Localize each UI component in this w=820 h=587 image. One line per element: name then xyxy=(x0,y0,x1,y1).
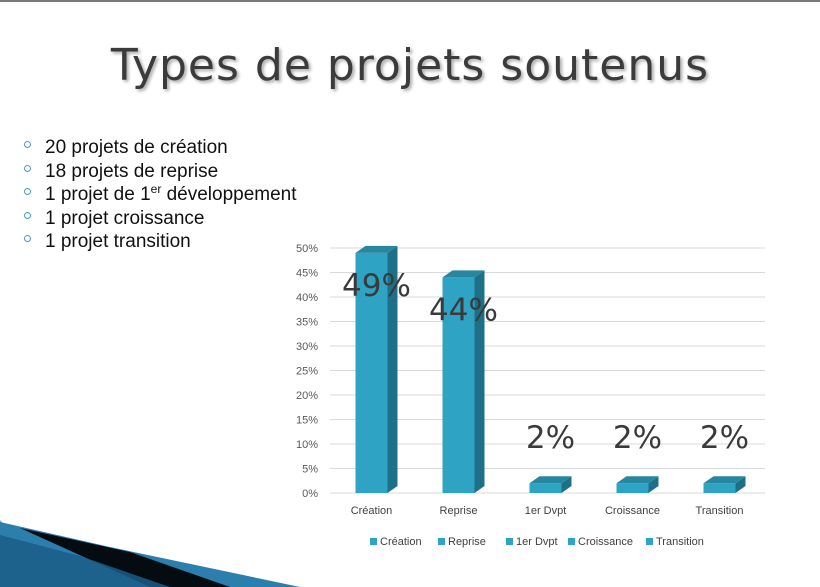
bar-top xyxy=(442,270,485,278)
bar-top xyxy=(616,476,659,484)
y-tick-label: 35% xyxy=(296,317,318,329)
bullet-item: 1 projet croissance xyxy=(24,207,297,231)
bar-side xyxy=(474,270,485,493)
bar-front xyxy=(703,483,736,493)
data-label: 2% xyxy=(700,420,749,456)
bullet-circle-icon xyxy=(24,141,31,149)
legend-label: Reprise xyxy=(448,536,486,548)
data-label: 2% xyxy=(526,420,575,456)
top-border xyxy=(0,0,820,2)
bar-front xyxy=(529,483,562,493)
y-tick-label: 10% xyxy=(296,439,318,451)
bar-top xyxy=(355,245,398,253)
y-tick-label: 25% xyxy=(296,366,318,378)
data-label: 2% xyxy=(613,420,662,456)
bullet-list: 20 projets de création 18 projets de rep… xyxy=(24,136,297,254)
data-label: 44% xyxy=(429,292,498,328)
x-tick-label: Transition xyxy=(696,505,744,517)
y-tick-label: 0% xyxy=(302,488,318,500)
x-tick-label: Création xyxy=(351,505,393,517)
legend-label: Croissance xyxy=(578,536,633,548)
legend-label: Transition xyxy=(656,536,704,548)
bullet-circle-icon xyxy=(24,164,31,172)
bullet-circle-icon xyxy=(24,235,31,243)
bar-front xyxy=(616,483,649,493)
slide-title: Types de projets soutenus xyxy=(110,40,710,91)
y-tick-label: 30% xyxy=(296,341,318,353)
swoosh-dark xyxy=(20,528,230,587)
y-tick-label: 20% xyxy=(296,390,318,402)
y-tick-label: 15% xyxy=(296,415,318,427)
bullet-item: 1 projet transition xyxy=(24,230,297,254)
bullet-circle-icon xyxy=(24,211,31,219)
legend-swatch xyxy=(438,538,445,545)
legend-swatch xyxy=(568,538,575,545)
x-tick-label: Reprise xyxy=(440,505,478,517)
y-tick-label: 5% xyxy=(302,464,318,476)
legend-label: 1er Dvpt xyxy=(516,536,558,548)
x-tick-label: Croissance xyxy=(605,505,660,517)
legend-swatch xyxy=(646,538,653,545)
x-tick-label: 1er Dvpt xyxy=(525,505,567,517)
y-tick-label: 40% xyxy=(296,292,318,304)
bar-front xyxy=(355,252,388,493)
legend-swatch xyxy=(506,538,513,545)
bar-side xyxy=(561,476,572,493)
bar-side xyxy=(735,476,746,493)
legend-swatch xyxy=(370,538,377,545)
bar-top xyxy=(529,476,572,484)
bar-top xyxy=(703,476,746,484)
bullet-item: 20 projets de création xyxy=(24,136,297,160)
y-tick-label: 45% xyxy=(296,268,318,280)
swoosh-deep xyxy=(0,535,170,587)
bar-side xyxy=(387,245,398,493)
bar-front xyxy=(442,277,475,493)
data-label: 49% xyxy=(342,268,411,304)
bullet-item: 18 projets de reprise xyxy=(24,160,297,184)
legend-label: Création xyxy=(380,536,422,548)
y-tick-label: 50% xyxy=(296,243,318,255)
bar-side xyxy=(648,476,659,493)
bullet-item: 1 projet de 1er développement xyxy=(24,183,297,207)
bullet-circle-icon xyxy=(24,188,31,196)
